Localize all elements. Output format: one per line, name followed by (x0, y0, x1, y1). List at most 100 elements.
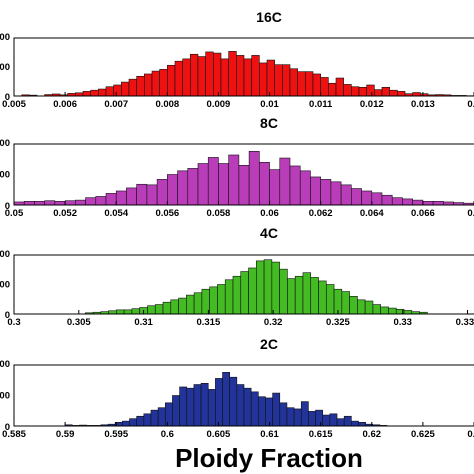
histogram-bar (136, 75, 145, 97)
x-tick-label: 0.058 (207, 208, 231, 219)
histogram-bar (391, 197, 403, 206)
x-tick-label: 0.06 (260, 208, 279, 219)
histogram-bar (330, 181, 342, 206)
histogram-bar (75, 199, 86, 206)
histogram-bar (34, 201, 45, 206)
histogram-bar (207, 389, 216, 427)
histogram-bar (98, 88, 107, 97)
histogram-bar (131, 308, 140, 315)
x-tick-label: 0.31 (134, 317, 153, 328)
histogram-bar (320, 77, 329, 97)
histogram-bar (224, 279, 234, 315)
x-tick-label: 0.3 (7, 317, 20, 328)
histogram-bar (305, 71, 314, 97)
histogram-bar (222, 372, 230, 427)
histogram-bar (256, 260, 265, 315)
histogram-bar (271, 261, 280, 315)
histogram-bar (286, 407, 295, 427)
histogram-bar (402, 198, 413, 206)
histogram-bar (182, 58, 191, 97)
histogram-bar (193, 292, 203, 315)
y-tick-label: 00 (0, 359, 10, 370)
histogram-bar (159, 69, 168, 97)
panel-title: 16C (256, 9, 282, 25)
x-tick-label: 0.062 (309, 208, 333, 219)
histogram-bar (136, 415, 145, 427)
histogram-bar (128, 78, 137, 97)
histogram-bar (293, 408, 302, 427)
histogram-bar (240, 271, 249, 315)
histogram-bar (205, 51, 214, 97)
y-tick-label: 0 (5, 422, 10, 433)
histogram-bar (289, 165, 301, 206)
histogram-bar (213, 52, 222, 97)
x-tick-label: 0.62 (363, 429, 382, 440)
x-tick-label: 0.056 (155, 208, 179, 219)
x-tick-label: 0.007 (104, 99, 128, 110)
histogram-bar (361, 190, 373, 206)
histogram-bar (85, 197, 97, 206)
x-tick-label: 0.585 (2, 429, 26, 440)
histogram-bar (272, 392, 281, 427)
histogram-bar (186, 387, 195, 427)
histogram-bar (336, 418, 345, 427)
histogram-bar (310, 176, 321, 206)
histogram-bar (287, 278, 296, 315)
histogram-bar (150, 409, 159, 427)
histogram-bar (178, 297, 187, 315)
histogram-bar (179, 386, 188, 427)
x-tick-label: 0.32 (264, 317, 283, 328)
axes-frame (13, 364, 474, 427)
histogram-bar (389, 89, 398, 97)
x-tick-label: 0.615 (309, 429, 333, 440)
x-tick-label: 0.011 (309, 99, 333, 110)
histogram-bar (147, 305, 156, 315)
histogram-bar (371, 192, 383, 206)
histogram-bar (380, 306, 389, 315)
histogram-bar (172, 395, 180, 427)
panel-2: 0.05 0.052 0.054 0.056 0.058 0.06 0.062 0.064 0.… (0, 115, 474, 219)
histogram-bar (358, 422, 366, 427)
histogram-bar (209, 286, 218, 315)
histogram-bar (412, 92, 421, 97)
x-tick-label: 0.052 (53, 208, 77, 219)
x-tick-label: 0.0 (467, 208, 474, 219)
histogram-bar (154, 304, 164, 315)
y-tick-label: 0 (5, 201, 10, 212)
histogram-bar (351, 86, 360, 97)
panel-3: 0.30.3050.310.3150.320.3250.330.33500000… (0, 225, 474, 328)
histogram-bar (374, 89, 383, 97)
histogram-bar (236, 384, 245, 427)
histogram-bar (218, 163, 229, 206)
histogram-bar (294, 275, 304, 315)
histogram-bar (190, 53, 199, 97)
histogram-bar (351, 188, 362, 206)
y-tick-label: 00 (0, 170, 10, 181)
x-tick-label: 0.325 (326, 317, 350, 328)
x-tick-label: 0.59 (56, 429, 75, 440)
histogram-bar (200, 382, 209, 427)
y-tick-label: 0 (5, 310, 10, 321)
axes-frame (13, 37, 474, 97)
y-tick-label: 0 (5, 92, 10, 103)
histogram-bar (412, 199, 424, 206)
histogram-bar (266, 59, 275, 97)
x-tick-label: 0.013 (411, 99, 435, 110)
x-tick-label: 0.305 (67, 317, 91, 328)
histogram-bar (299, 170, 311, 206)
histogram-bar (325, 284, 335, 315)
histogram-bar (300, 401, 309, 427)
histogram-bar (328, 82, 337, 97)
histogram-bar (263, 259, 273, 315)
histogram-bar (349, 295, 358, 315)
histogram-bar (144, 73, 153, 97)
x-tick-label: 0.0 (467, 99, 474, 110)
histogram-bar (207, 157, 219, 206)
histogram-bar (289, 68, 298, 97)
x-tick-label: 0.315 (196, 317, 220, 328)
x-tick-label: 0.595 (104, 429, 128, 440)
axes-frame (13, 143, 474, 206)
y-tick-label: 00 (0, 62, 10, 73)
x-tick-label: 0.005 (2, 99, 26, 110)
